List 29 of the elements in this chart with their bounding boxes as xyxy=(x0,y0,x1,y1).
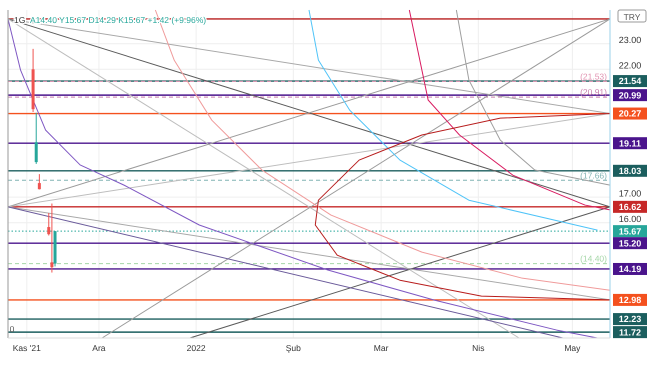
x-tick-label: 2022 xyxy=(186,343,206,353)
ref-line-label: 15.20 xyxy=(618,238,642,248)
y-tick-label: 17.00 xyxy=(618,188,642,198)
ref-line-label: (21.53) xyxy=(580,71,608,82)
y-tick-label: 16.00 xyxy=(618,214,642,224)
text: TRY xyxy=(624,12,641,22)
ref-line-label: 20.27 xyxy=(618,108,642,119)
y-tick-label: 23.00 xyxy=(618,34,642,45)
ref-line-label: 19.11 xyxy=(618,138,642,148)
x-tick-label: Nis xyxy=(472,343,484,353)
ref-line-label: 21.54 xyxy=(618,76,642,86)
ref-line-label: 12.98 xyxy=(618,295,642,306)
ref-line-label: 16.62 xyxy=(618,202,642,212)
x-tick-label: May xyxy=(564,343,582,353)
ref-line-label: (20.91) xyxy=(580,87,608,98)
annotation: 0 xyxy=(10,324,15,334)
ref-line-label: 12.23 xyxy=(618,314,642,324)
ref-line-label: (17.66) xyxy=(580,170,608,180)
x-tick-label: Şub xyxy=(286,343,302,353)
x-tick-label: Mar xyxy=(374,343,389,353)
ref-line-label: (14.40) xyxy=(580,254,608,264)
y-tick-label: 22.00 xyxy=(618,60,642,70)
ref-line-label: 18.03 xyxy=(618,166,642,176)
ref-line-label: 14.19 xyxy=(618,264,642,274)
ref-line-label: 20.99 xyxy=(618,90,642,100)
ref-line-label: 11.72 xyxy=(618,327,642,338)
ref-line-label: 15.67 xyxy=(618,226,642,236)
x-tick-label: Ara xyxy=(92,343,106,353)
x-tick-label: Kas '21 xyxy=(12,343,42,353)
